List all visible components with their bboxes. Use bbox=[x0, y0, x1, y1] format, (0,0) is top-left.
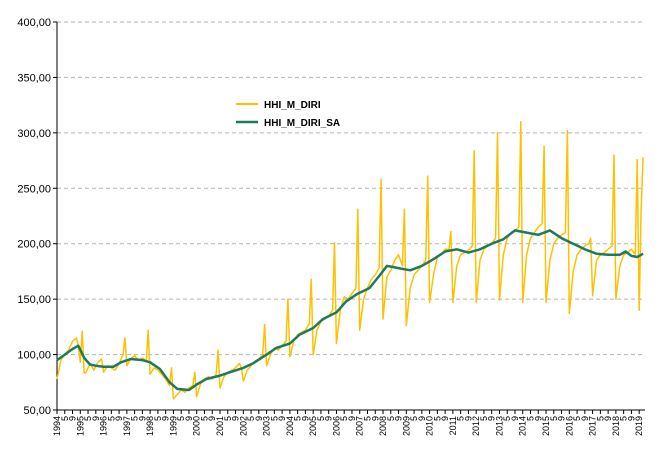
x-tick-label: 5 bbox=[619, 416, 629, 421]
x-tick-label: 9 bbox=[440, 416, 450, 421]
x-tick-label: 9 bbox=[603, 416, 613, 421]
x-tick-label: 9 bbox=[394, 416, 404, 421]
y-tick-label: 100,00 bbox=[17, 350, 51, 362]
x-tick-label: 5 bbox=[269, 416, 279, 421]
series-lines bbox=[56, 121, 644, 400]
x-tick-label: 9 bbox=[324, 416, 334, 421]
x-tick-label: 5 bbox=[246, 416, 256, 421]
x-tick-label: 5 bbox=[293, 416, 303, 421]
x-tick-label: 1997 bbox=[122, 416, 132, 436]
x-tick-label: 2001 bbox=[215, 416, 225, 436]
x-tick-label: 5 bbox=[456, 416, 466, 421]
legend-label-sa: HHI_M_DIRI_SA bbox=[264, 118, 340, 129]
x-tick-label: 5 bbox=[153, 416, 163, 421]
x-tick-label: 2010 bbox=[425, 416, 435, 436]
y-tick-label: 300,00 bbox=[17, 128, 51, 140]
x-tick-label: 5 bbox=[409, 416, 419, 421]
x-tick-label: 5 bbox=[549, 416, 559, 421]
x-tick-label: 9 bbox=[510, 416, 520, 421]
x-tick-label: 9 bbox=[184, 416, 194, 421]
x-tick-label: 9 bbox=[580, 416, 590, 421]
x-tick-label: 9 bbox=[114, 416, 124, 421]
x-tick-label: 5 bbox=[60, 416, 70, 421]
x-tick-label: 5 bbox=[362, 416, 372, 421]
y-tick-label: 350,00 bbox=[17, 72, 51, 84]
x-tick-label: 9 bbox=[300, 416, 310, 421]
x-tick-label: 5 bbox=[572, 416, 582, 421]
y-tick-label: 200,00 bbox=[17, 239, 51, 251]
grid-lines bbox=[57, 21, 645, 356]
x-tick-label: 9 bbox=[207, 416, 217, 421]
x-tick-label: 2006 bbox=[331, 416, 341, 436]
x-tick-label: 1999 bbox=[168, 416, 178, 436]
x-tick-label: 2017 bbox=[588, 416, 598, 436]
x-tick-label: 1998 bbox=[145, 416, 155, 436]
x-tick-label: 5 bbox=[502, 416, 512, 421]
x-tick-label: 2014 bbox=[518, 416, 528, 436]
x-tick-label: 9 bbox=[277, 416, 287, 421]
y-tick-label: 150,00 bbox=[17, 294, 51, 306]
x-tick-label: 2007 bbox=[355, 416, 365, 436]
x-tick-label: 9 bbox=[137, 416, 147, 421]
y-axis: 50,00 100,00 150,00 200,00 250,00 300,00 350,0… bbox=[17, 17, 58, 417]
x-tick-label: 2009 bbox=[401, 416, 411, 436]
x-tick-label: 2015 bbox=[541, 416, 551, 436]
series-line-sa bbox=[56, 229, 644, 392]
x-tick-label: 5 bbox=[130, 416, 140, 421]
x-tick-label: 9 bbox=[533, 416, 543, 421]
x-tick-label: 9 bbox=[91, 416, 101, 421]
x-tick-label: 2018 bbox=[611, 416, 621, 436]
x-tick-label: 5 bbox=[316, 416, 326, 421]
x-tick-label: 2016 bbox=[564, 416, 574, 436]
x-tick-label: 9 bbox=[557, 416, 567, 421]
x-tick-label: 2003 bbox=[262, 416, 272, 436]
x-tick-label: 5 bbox=[339, 416, 349, 421]
x-tick-label: 9 bbox=[347, 416, 357, 421]
x-axis: 1994591995591996591997591998591999592000… bbox=[52, 409, 645, 436]
x-tick-label: 2012 bbox=[471, 416, 481, 436]
x-tick-label: 2011 bbox=[448, 416, 458, 435]
x-tick-label: 5 bbox=[176, 416, 186, 421]
x-tick-label: 9 bbox=[370, 416, 380, 421]
x-tick-label: 9 bbox=[231, 416, 241, 421]
x-tick-label: 5 bbox=[106, 416, 116, 421]
x-tick-label: 5 bbox=[83, 416, 93, 421]
x-tick-label: 2013 bbox=[494, 416, 504, 436]
x-tick-label: 9 bbox=[68, 416, 78, 421]
x-tick-label: 9 bbox=[254, 416, 264, 421]
x-tick-label: 9 bbox=[161, 416, 171, 421]
y-tick-label: 400,00 bbox=[17, 17, 51, 29]
x-tick-label: 1996 bbox=[99, 416, 109, 436]
x-tick-label: 5 bbox=[432, 416, 442, 421]
x-tick-label: 2002 bbox=[238, 416, 248, 436]
x-tick-label: 2000 bbox=[192, 416, 202, 436]
legend-label-raw: HHI_M_DIRI bbox=[264, 100, 321, 111]
legend: HHI_M_DIRI HHI_M_DIRI_SA bbox=[236, 100, 340, 129]
x-tick-label: 1994 bbox=[52, 416, 62, 436]
series-line-raw bbox=[56, 121, 644, 400]
y-tick-label: 50,00 bbox=[23, 405, 51, 417]
x-tick-label: 9 bbox=[463, 416, 473, 421]
x-tick-label: 5 bbox=[526, 416, 536, 421]
x-tick-label: 2004 bbox=[285, 416, 295, 436]
x-tick-label: 1995 bbox=[75, 416, 85, 436]
x-tick-label: 5 bbox=[386, 416, 396, 421]
x-tick-label: 5 bbox=[199, 416, 209, 421]
x-tick-label: 9 bbox=[417, 416, 427, 421]
x-tick-label: 2019 bbox=[634, 416, 644, 436]
x-tick-label: 2008 bbox=[378, 416, 388, 436]
x-tick-label: 9 bbox=[626, 416, 636, 421]
x-tick-label: 2005 bbox=[308, 416, 318, 436]
x-tick-label: 5 bbox=[223, 416, 233, 421]
x-tick-label: 5 bbox=[479, 416, 489, 421]
x-tick-label: 9 bbox=[487, 416, 497, 421]
x-tick-label: 5 bbox=[595, 416, 605, 421]
y-tick-label: 250,00 bbox=[17, 183, 51, 195]
